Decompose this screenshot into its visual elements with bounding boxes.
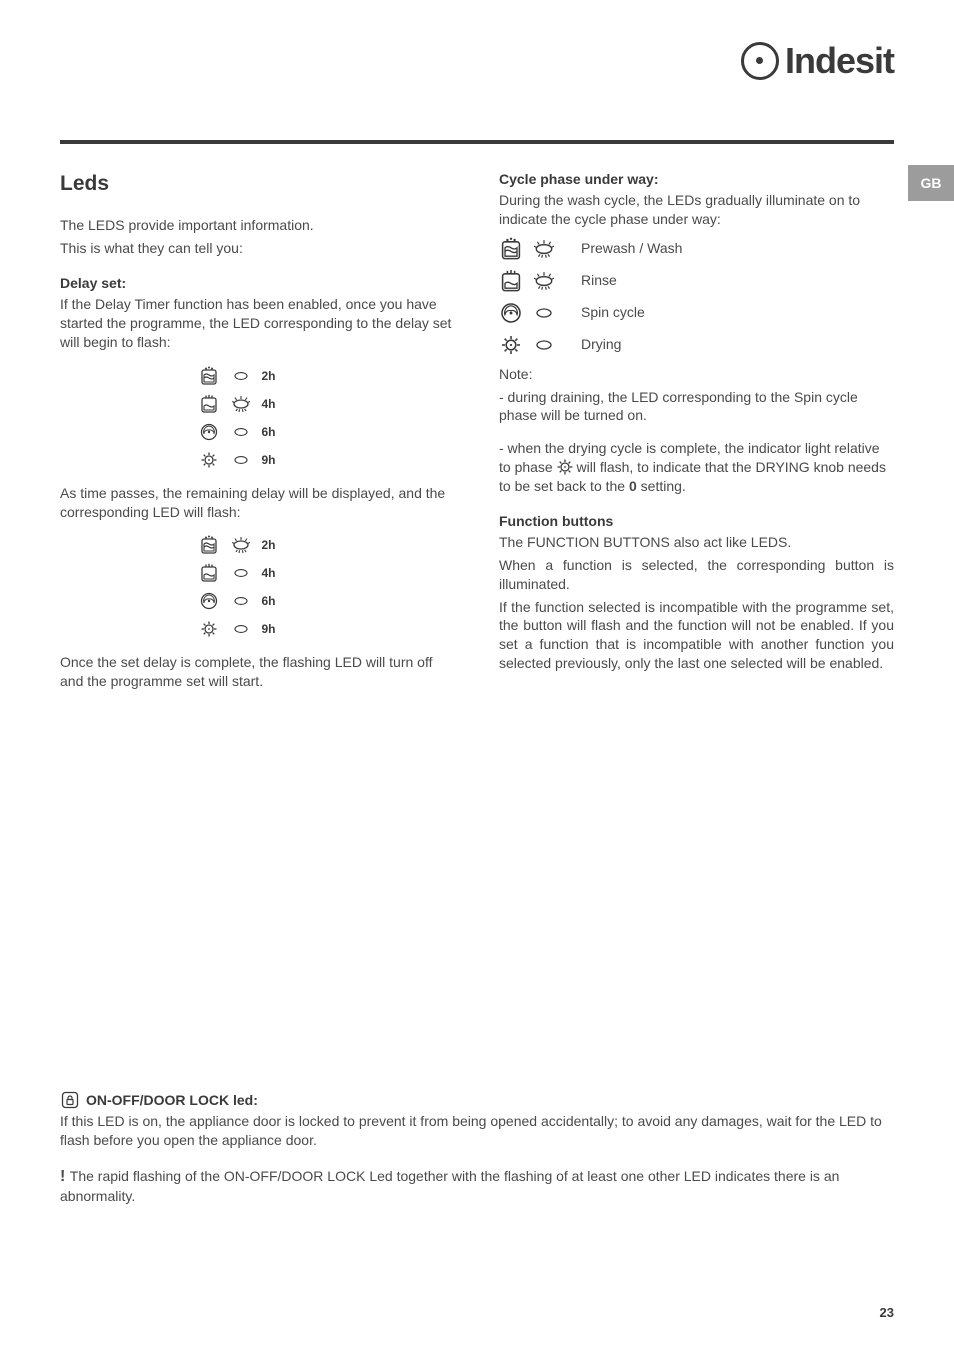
brand-icon: [741, 42, 779, 80]
phase-label: Rinse: [581, 271, 617, 290]
phase-row: Spin cycle: [499, 301, 894, 325]
phase-label: Drying: [581, 335, 621, 354]
phase-icon: [198, 450, 220, 470]
led-label: 2h: [262, 537, 286, 553]
door-lock-heading: ON-OFF/DOOR LOCK led:: [60, 1090, 894, 1110]
led-icon: [230, 595, 252, 607]
phase-icon: [198, 535, 220, 555]
phase-label: Spin cycle: [581, 303, 645, 322]
delay-end-text: Once the set delay is complete, the flas…: [60, 653, 455, 691]
led-row: 4h: [198, 394, 318, 414]
phase-row: Drying: [499, 333, 894, 357]
led-row: 2h: [198, 366, 318, 386]
phase-icon: [499, 301, 523, 325]
phase-icon: [198, 619, 220, 639]
door-lock-heading-text: ON-OFF/DOOR LOCK led:: [86, 1091, 258, 1110]
intro-line2: This is what they can tell you:: [60, 239, 455, 258]
led-icon: [230, 567, 252, 579]
cycle-phase-text: During the wash cycle, the LEDs graduall…: [499, 191, 894, 229]
cycle-phase-heading: Cycle phase under way:: [499, 170, 894, 189]
led-row: 4h: [198, 563, 318, 583]
delay-led-group-1: 2h 4h 6h 9h: [60, 366, 455, 470]
function-buttons-heading: Function buttons: [499, 512, 894, 531]
led-label: 2h: [262, 368, 286, 384]
led-icon: [533, 306, 555, 320]
delay-set-text: If the Delay Timer function has been ena…: [60, 295, 455, 352]
led-label: 9h: [262, 621, 286, 637]
phase-row: Rinse: [499, 269, 894, 293]
note-1: - during draining, the LED corresponding…: [499, 388, 894, 426]
phase-icon: [499, 333, 523, 357]
led-icon: [533, 271, 555, 291]
fb-line1: The FUNCTION BUTTONS also act like LEDS.: [499, 533, 894, 552]
delay-mid-text: As time passes, the remaining delay will…: [60, 484, 455, 522]
led-label: 4h: [262, 396, 286, 412]
led-label: 9h: [262, 452, 286, 468]
led-icon: [230, 370, 252, 382]
led-icon: [230, 395, 252, 413]
phase-icon: [198, 394, 220, 414]
led-row: 2h: [198, 535, 318, 555]
led-row: 6h: [198, 591, 318, 611]
phase-label: Prewash / Wash: [581, 239, 682, 258]
cycle-phase-list: Prewash / Wash Rinse Spin cycle Drying: [499, 237, 894, 357]
lock-icon: [60, 1090, 80, 1110]
phase-icon: [198, 422, 220, 442]
led-label: 6h: [262, 424, 286, 440]
right-column: Cycle phase under way: During the wash c…: [499, 170, 894, 695]
note-2: - when the drying cycle is complete, the…: [499, 439, 894, 496]
phase-icon: [198, 591, 220, 611]
led-icon: [230, 426, 252, 438]
brand-text: Indesit: [785, 40, 894, 82]
page-number: 23: [880, 1305, 894, 1320]
brand-logo: Indesit: [741, 40, 894, 82]
fb-line2: When a function is selected, the corresp…: [499, 556, 894, 594]
phase-icon: [198, 366, 220, 386]
led-icon: [533, 338, 555, 352]
note-2-bold: 0: [629, 478, 637, 494]
led-label: 4h: [262, 565, 286, 581]
led-icon: [230, 623, 252, 635]
door-lock-text: If this LED is on, the appliance door is…: [60, 1112, 894, 1150]
note-2c: setting.: [637, 478, 686, 494]
phase-row: Prewash / Wash: [499, 237, 894, 261]
note-label: Note:: [499, 365, 894, 384]
led-row: 9h: [198, 450, 318, 470]
led-icon: [230, 454, 252, 466]
led-row: 6h: [198, 422, 318, 442]
led-icon: [230, 536, 252, 554]
warn-text-body: The rapid flashing of the ON-OFF/DOOR LO…: [60, 1168, 839, 1205]
header-rule: [60, 140, 894, 144]
warn-text: ! The rapid flashing of the ON-OFF/DOOR …: [60, 1166, 894, 1206]
phase-icon: [499, 237, 523, 261]
leds-heading: Leds: [60, 170, 455, 198]
footer-block: ON-OFF/DOOR LOCK led: If this LED is on,…: [60, 1090, 894, 1210]
led-icon: [533, 239, 555, 259]
left-column: Leds The LEDS provide important informat…: [60, 170, 455, 695]
led-label: 6h: [262, 593, 286, 609]
language-tab: GB: [908, 165, 954, 201]
intro-line1: The LEDS provide important information.: [60, 216, 455, 235]
phase-icon: [198, 563, 220, 583]
fb-line3: If the function selected is incompatible…: [499, 598, 894, 674]
delay-led-group-2: 2h 4h 6h 9h: [60, 535, 455, 639]
phase-icon: [499, 269, 523, 293]
led-row: 9h: [198, 619, 318, 639]
delay-set-heading: Delay set:: [60, 274, 455, 293]
